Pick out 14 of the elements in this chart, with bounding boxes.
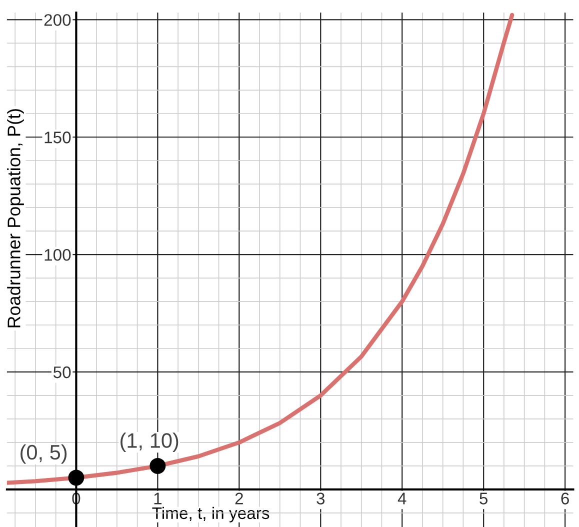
y-tick-label: 150 bbox=[44, 132, 71, 144]
x-tick-label: 3 bbox=[316, 492, 325, 504]
x-tick-label: 2 bbox=[235, 492, 243, 504]
x-tick-label: 1 bbox=[154, 492, 162, 504]
y-tick-label: 200 bbox=[44, 14, 71, 26]
annotation: (1, 10) bbox=[120, 432, 178, 452]
line-series bbox=[6, 12, 514, 485]
x-tick-label: 5 bbox=[480, 492, 488, 504]
x-tick-label: 4 bbox=[398, 492, 406, 504]
y-axis-title: Roadrunner Popuation, P(t) bbox=[7, 109, 24, 328]
x-tick-label: 6 bbox=[561, 492, 569, 504]
y-tick-label: 50 bbox=[53, 366, 71, 378]
annotation: (0, 5) bbox=[20, 444, 67, 464]
y-tick-label: 100 bbox=[44, 248, 71, 261]
